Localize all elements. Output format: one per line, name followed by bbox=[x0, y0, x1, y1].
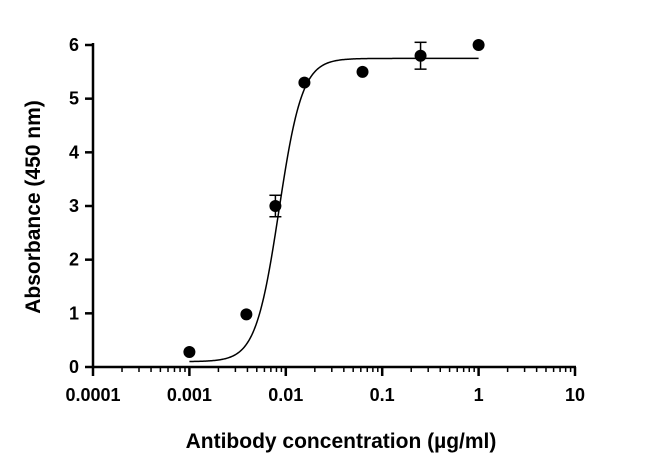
data-point bbox=[414, 49, 427, 62]
y-tick-label: 3 bbox=[69, 196, 79, 216]
x-axis-title: Antibody concentration (µg/ml) bbox=[186, 430, 497, 453]
data-point bbox=[298, 76, 311, 89]
x-tick-label: 0.001 bbox=[167, 385, 212, 405]
axes: 0 1 2 3 4 5 6 0.0001 0.001 0.01 0.1 1 10 bbox=[65, 35, 585, 405]
y-tick-label: 6 bbox=[69, 35, 79, 55]
x-tick-label: 0.01 bbox=[268, 385, 303, 405]
y-tick-label: 5 bbox=[69, 89, 79, 109]
data-point bbox=[269, 200, 282, 212]
data-point bbox=[183, 345, 196, 358]
y-ticks: 0 1 2 3 4 5 6 bbox=[69, 35, 93, 377]
fit-curve bbox=[189, 57, 479, 363]
x-tick-label: 10 bbox=[565, 385, 585, 405]
x-ticks: 0.0001 0.001 0.01 0.1 1 10 bbox=[65, 367, 585, 405]
data-point bbox=[356, 65, 369, 78]
y-tick-label: 0 bbox=[69, 357, 79, 377]
x-tick-label: 1 bbox=[474, 385, 484, 405]
y-tick-label: 2 bbox=[69, 250, 79, 270]
data-points bbox=[183, 39, 485, 358]
y-tick-label: 1 bbox=[69, 303, 79, 323]
x-tick-label: 0.1 bbox=[370, 385, 395, 405]
data-point bbox=[240, 308, 253, 321]
y-tick-label: 4 bbox=[69, 142, 79, 162]
data-point bbox=[472, 39, 485, 51]
x-tick-label: 0.0001 bbox=[65, 385, 120, 405]
y-axis-title: Absorbance (450 nm) bbox=[22, 100, 45, 314]
